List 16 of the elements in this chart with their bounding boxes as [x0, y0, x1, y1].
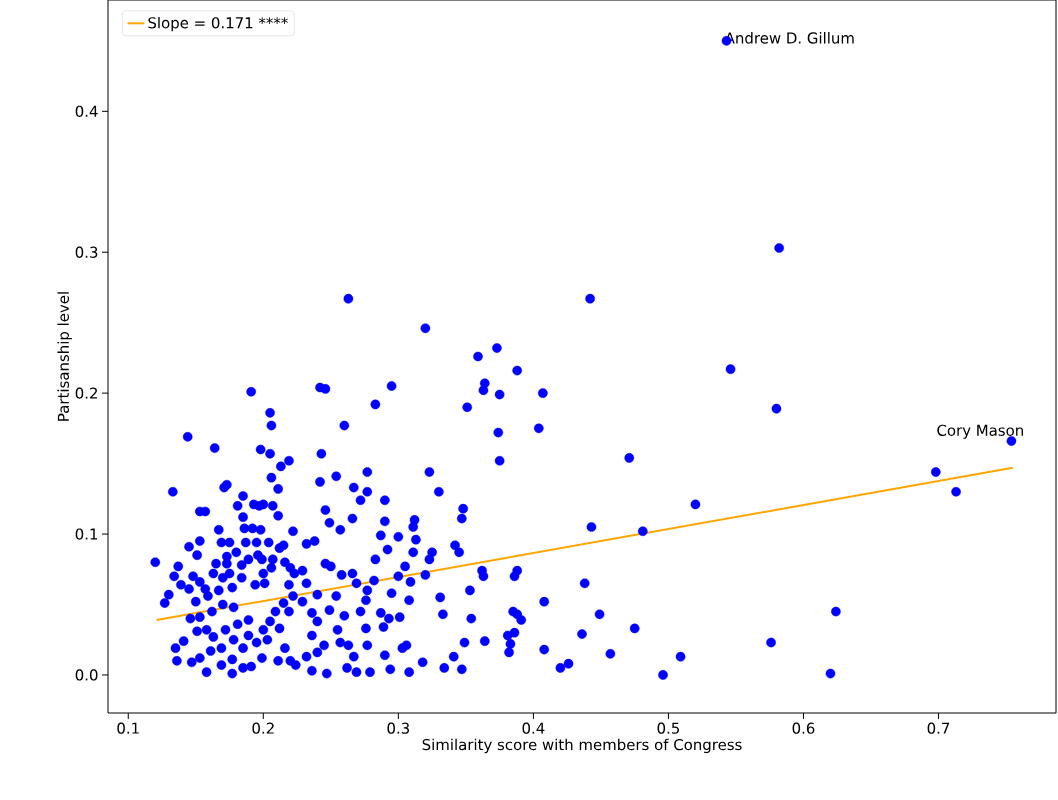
x-tick-label: 0.5: [657, 722, 680, 734]
y-tick-label: 0.0: [75, 669, 98, 681]
x-tick-label: 0.7: [927, 722, 950, 734]
x-tick-label: 0.3: [387, 722, 410, 734]
y-tick-label: 0.1: [75, 528, 98, 540]
annotation: Cory Mason: [937, 424, 1023, 439]
x-tick-label: 0.4: [522, 722, 545, 734]
x-tick-label: 0.2: [252, 722, 274, 734]
y-axis-title: Partisanship level: [57, 292, 72, 421]
x-tick-label: 0.1: [117, 722, 139, 734]
legend-label: Slope = 0.171 ****: [148, 16, 288, 32]
y-tick-label: 0.4: [75, 105, 98, 117]
y-tick-label: 0.2: [75, 387, 97, 399]
x-tick-label: 0.6: [792, 722, 815, 734]
x-axis-title: Similarity score with members of Congress: [422, 738, 742, 754]
y-tick-label: 0.3: [75, 246, 98, 258]
